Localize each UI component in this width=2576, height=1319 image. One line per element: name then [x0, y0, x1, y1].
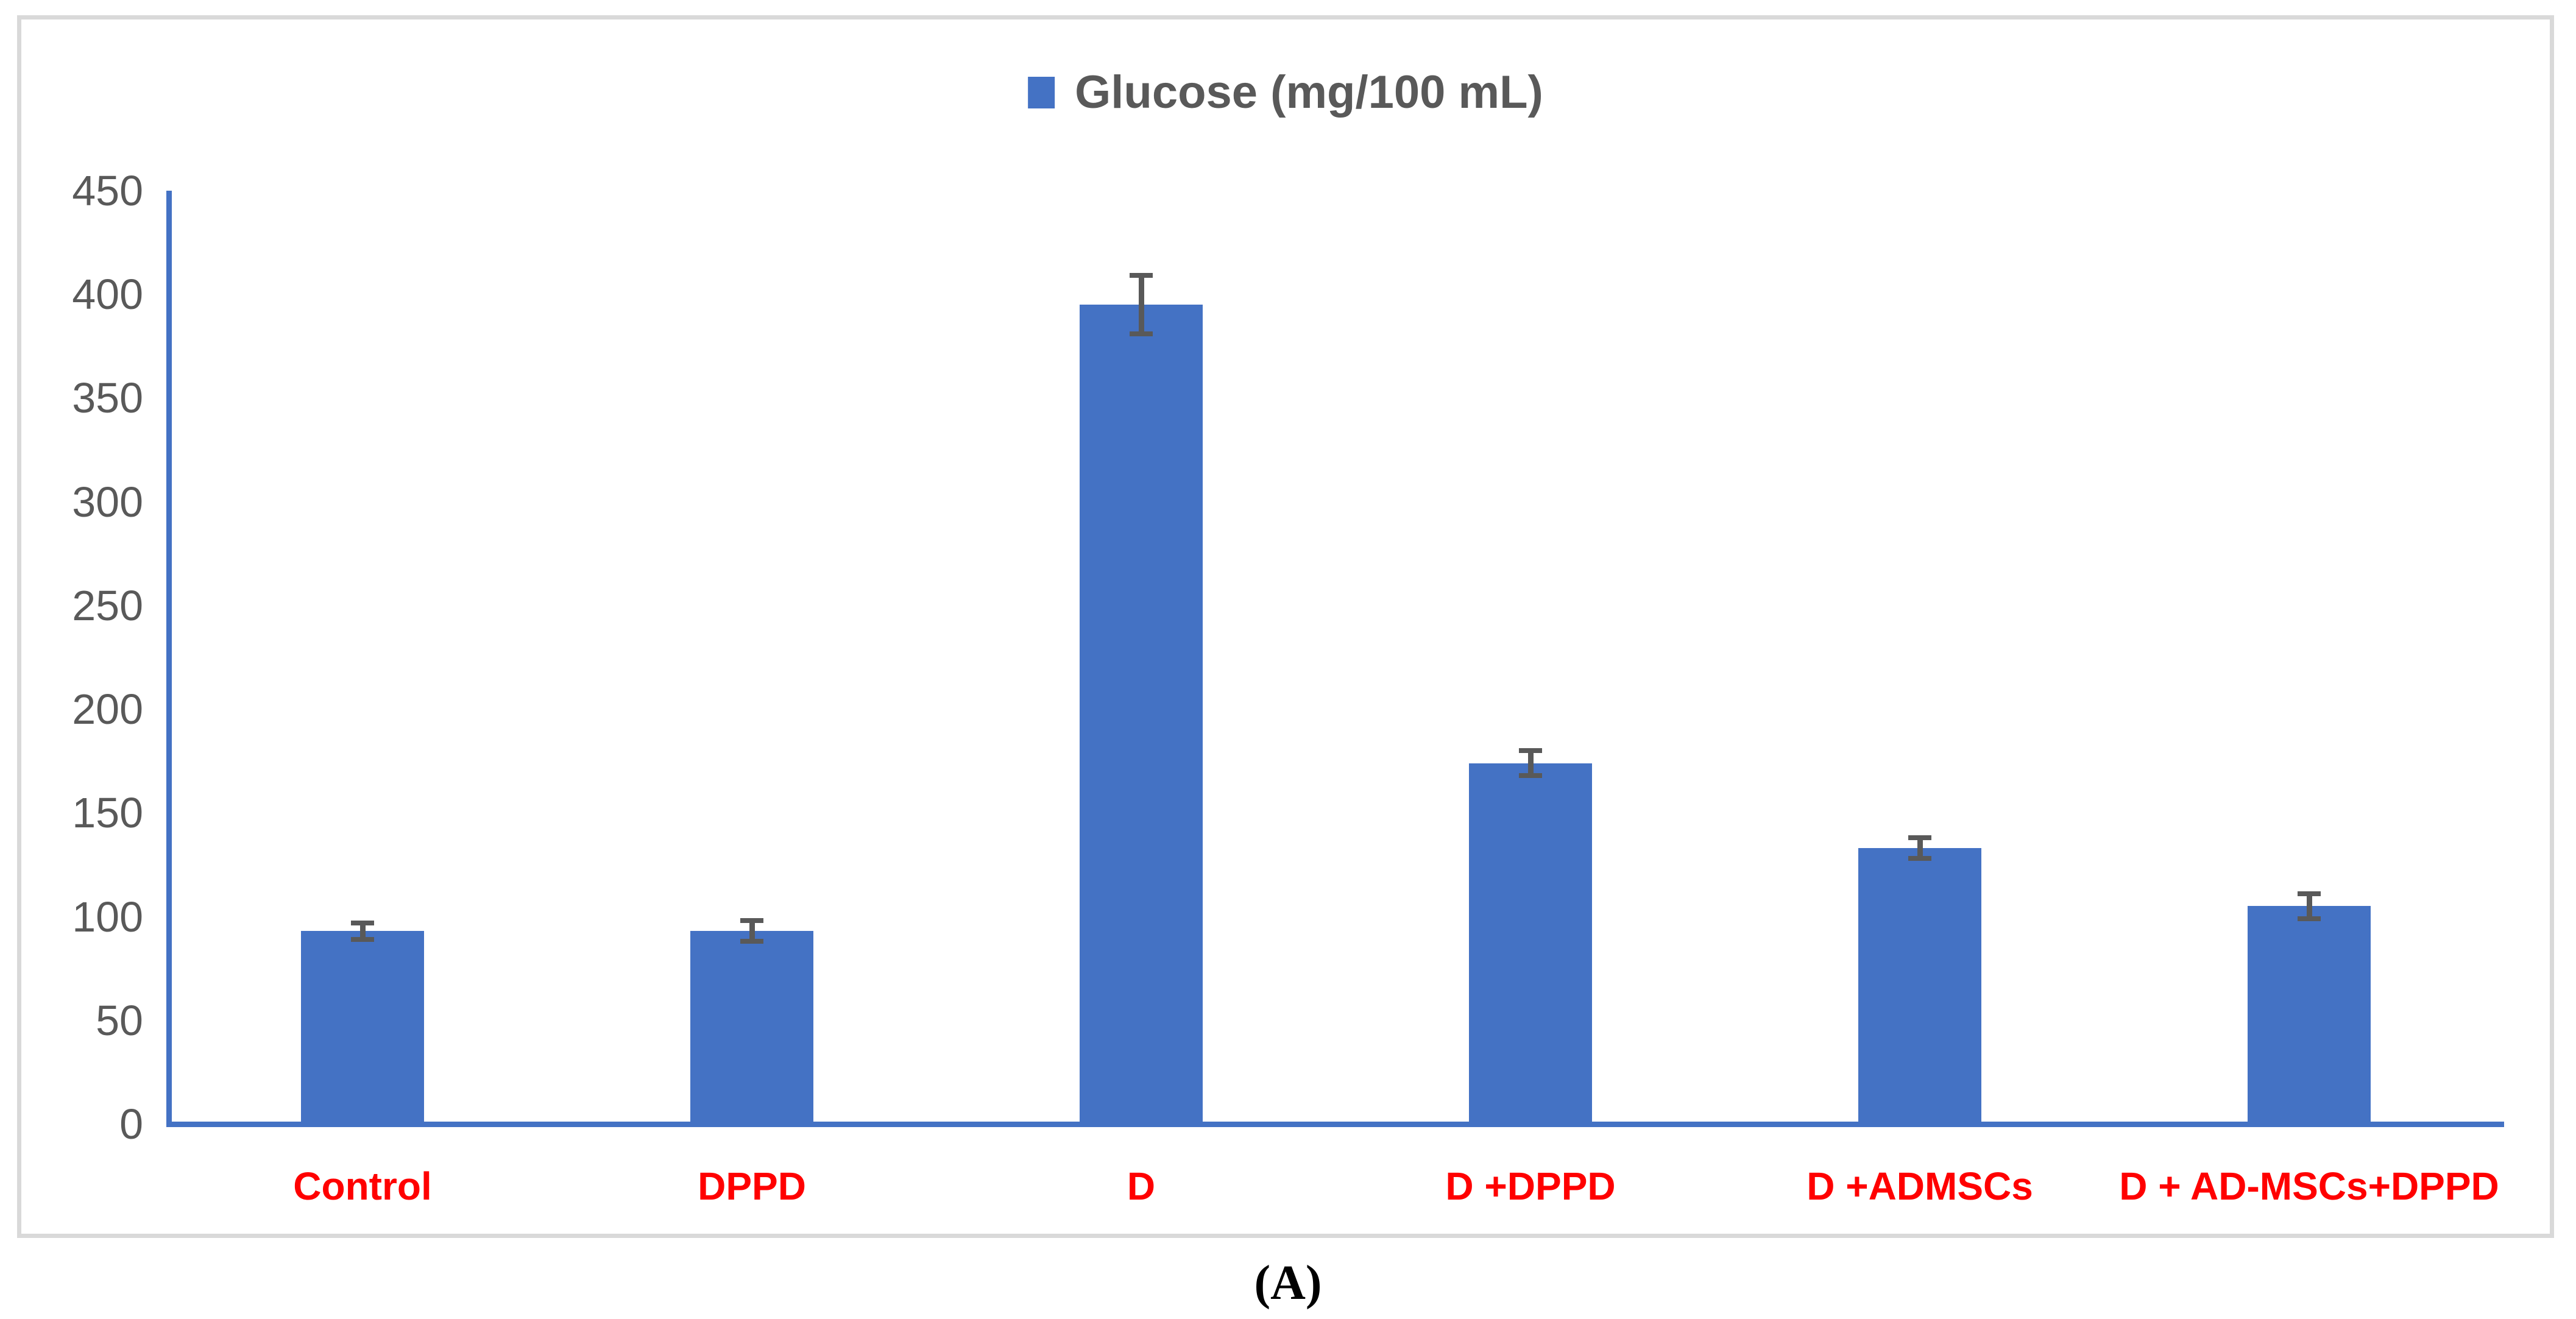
bar-dppd	[690, 931, 813, 1124]
error-bar-cap	[2298, 891, 2321, 897]
error-bar-stem	[359, 922, 366, 939]
error-bar-cap	[1130, 331, 1153, 336]
y-tick-label: 150	[72, 789, 143, 837]
error-bar-cap	[740, 918, 763, 924]
error-bar-cap	[2298, 916, 2321, 921]
x-category-label: DPPD	[698, 1164, 806, 1208]
error-bar-cap	[1519, 773, 1542, 778]
error-bar-stem	[1138, 275, 1144, 334]
bar-d	[1080, 305, 1203, 1124]
y-axis-line	[166, 190, 172, 1127]
x-category-label: D + AD-MSCs+DPPD	[2119, 1164, 2499, 1208]
error-bar-cap	[1908, 856, 1931, 861]
x-category-label: D +ADMSCs	[1806, 1164, 2033, 1208]
legend-swatch-icon	[1028, 77, 1055, 108]
x-category-label: D +DPPD	[1445, 1164, 1616, 1208]
error-bar-cap	[1519, 748, 1542, 754]
chart-frame: Glucose (mg/100 mL) 0 50 100 150 200 250 300 35…	[17, 15, 2554, 1238]
error-bar-cap	[351, 920, 374, 925]
y-tick-label: 300	[72, 478, 143, 526]
plot-area: 0 50 100 150 200 250 300 350 400 450 Control DPPD D…	[21, 19, 2550, 1234]
x-category-label: D	[1127, 1164, 1156, 1208]
error-bar-stem	[1917, 838, 1923, 859]
legend-label: Glucose (mg/100 mL)	[1075, 66, 1543, 118]
error-bar-stem	[2306, 894, 2312, 919]
error-bar-cap	[351, 936, 374, 942]
y-tick-label: 400	[72, 271, 143, 318]
legend: Glucose (mg/100 mL)	[1028, 69, 1543, 116]
y-tick-label: 450	[72, 166, 143, 214]
y-tick-label: 0	[119, 1100, 143, 1148]
bar-d-ad-mscs-dppd	[2248, 906, 2371, 1124]
x-axis-line	[166, 1121, 2504, 1127]
figure-caption: (A)	[1254, 1256, 1322, 1310]
bar-d-admscs	[1858, 848, 1981, 1124]
error-bar-stem	[1527, 751, 1534, 776]
bar-control	[301, 931, 424, 1124]
error-bar-cap	[1130, 273, 1153, 278]
bar-d-dppd	[1469, 763, 1592, 1124]
y-tick-label: 200	[72, 685, 143, 733]
y-tick-label: 350	[72, 374, 143, 422]
x-category-label: Control	[293, 1164, 432, 1208]
error-bar-cap	[1908, 835, 1931, 841]
y-tick-label: 50	[96, 996, 143, 1044]
error-bar-cap	[740, 939, 763, 944]
y-tick-label: 250	[72, 581, 143, 629]
y-tick-label: 100	[72, 893, 143, 941]
error-bar-stem	[749, 921, 755, 942]
